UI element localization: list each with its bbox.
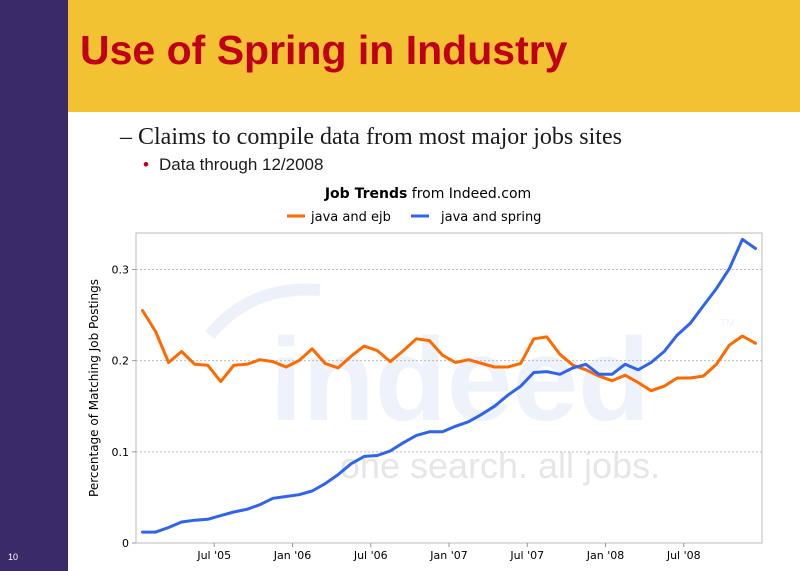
x-tick-label: Jan '07 bbox=[429, 549, 467, 562]
y-tick-label: 0 bbox=[122, 537, 129, 550]
bullet-data-through-text: Data through 12/2008 bbox=[159, 155, 324, 174]
bullet-claims-text: Claims to compile data from most major j… bbox=[138, 124, 622, 150]
y-tick-label: 0.1 bbox=[112, 446, 130, 459]
x-tick-label: Jul '07 bbox=[509, 549, 544, 562]
legend-label-java-spring: java and spring bbox=[440, 210, 541, 225]
x-tick-label: Jul '06 bbox=[353, 549, 388, 562]
x-tick-label: Jan '08 bbox=[586, 549, 624, 562]
watermark-tm: TM bbox=[720, 318, 734, 329]
y-axis-label: Percentage of Matching Job Postings bbox=[87, 279, 101, 497]
chart-title: Job Trends from Indeed.com bbox=[324, 186, 531, 202]
legend-label-java-ejb: java and ejb bbox=[310, 210, 391, 225]
page-number: 10 bbox=[8, 552, 19, 562]
chart-title-bold: Job Trends bbox=[324, 186, 407, 202]
series-line-java-spring bbox=[141, 237, 757, 534]
x-tick-label: Jul '05 bbox=[196, 549, 231, 562]
x-axis-ticks: Jul '05 Jan '06 Jul '06 Jan '07 Jul '07 Jan '… bbox=[196, 543, 701, 562]
watermark-swoosh bbox=[205, 283, 321, 339]
bullet-claims: – Claims to compile data from most major … bbox=[120, 124, 622, 151]
bullet-dot: • bbox=[143, 155, 149, 174]
y-tick-label: 0.2 bbox=[112, 355, 130, 368]
y-tick-label: 0.3 bbox=[112, 263, 130, 276]
bullet-dash: – bbox=[120, 124, 132, 150]
x-tick-label: Jul '08 bbox=[666, 549, 701, 562]
series-lines bbox=[141, 237, 757, 534]
x-tick-label: Jan '06 bbox=[273, 549, 311, 562]
slide-sidebar bbox=[0, 0, 68, 571]
series-line-java-ejb bbox=[141, 309, 757, 393]
chart-title-source: from Indeed.com bbox=[412, 186, 531, 202]
grid-lines bbox=[136, 268, 762, 453]
bullet-data-through: • Data through 12/2008 bbox=[143, 155, 323, 175]
title-band bbox=[68, 0, 800, 112]
chart-legend: java and ejb java and spring bbox=[287, 210, 541, 225]
slide-title: Use of Spring in Industry bbox=[80, 27, 568, 73]
y-axis-ticks: 0 0.1 0.2 0.3 bbox=[112, 263, 136, 550]
